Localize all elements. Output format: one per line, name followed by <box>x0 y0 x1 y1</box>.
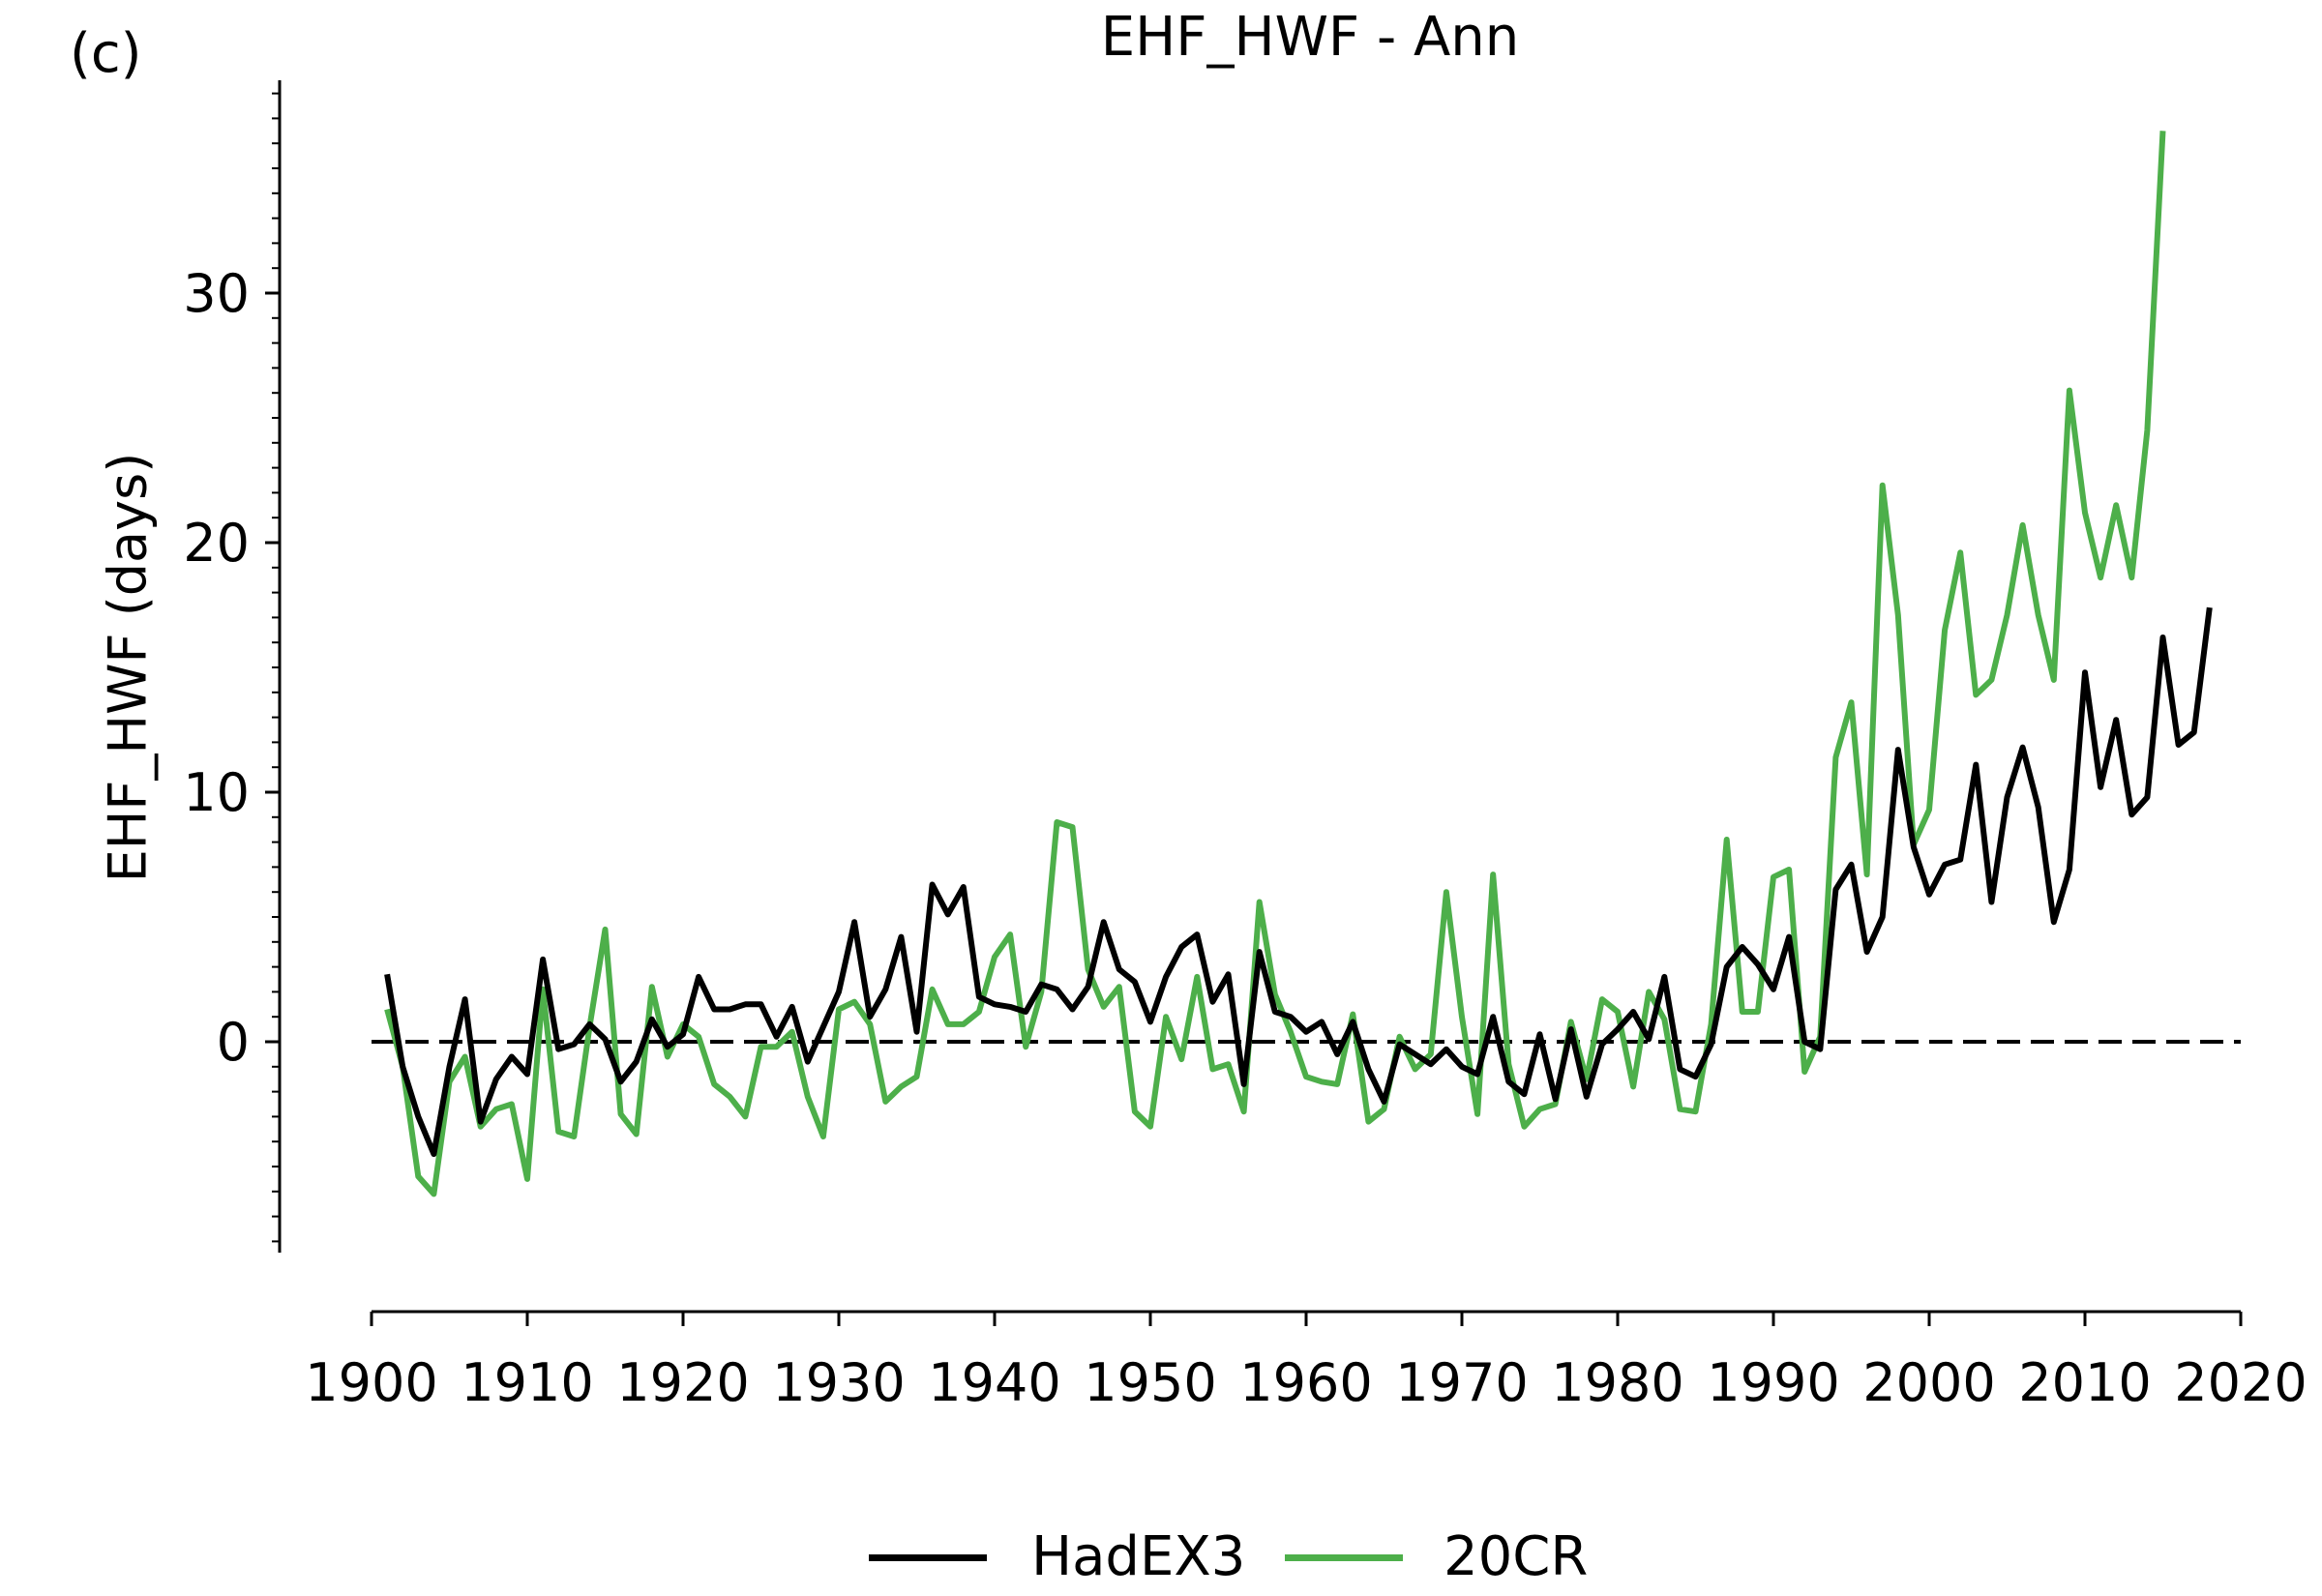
x-tick-label: 1920 <box>616 1352 749 1413</box>
y-axis <box>265 80 282 1253</box>
y-tick-label: 0 <box>217 1012 250 1073</box>
x-tick-label: 2000 <box>1862 1352 1995 1413</box>
x-tick-label: 1980 <box>1551 1352 1683 1413</box>
legend-label-hadex3: HadEX3 <box>1031 1525 1246 1588</box>
x-tick-label: 1950 <box>1084 1352 1216 1413</box>
series-line-20cr <box>384 131 2166 1197</box>
y-tick-label: 30 <box>183 263 250 324</box>
x-tick-label: 1990 <box>1707 1352 1839 1413</box>
y-tick-label: 20 <box>183 513 250 574</box>
legend-swatch-hadex3 <box>869 1554 987 1561</box>
chart-title: EHF_HWF - Ann <box>1100 6 1520 69</box>
x-tick-label: 2010 <box>2018 1352 2151 1413</box>
x-tick-label: 1960 <box>1239 1352 1372 1413</box>
x-tick-label: 1910 <box>461 1352 593 1413</box>
x-tick-label: 1900 <box>305 1352 437 1413</box>
legend-swatch-20cr <box>1285 1554 1403 1561</box>
x-tick-label: 1970 <box>1395 1352 1528 1413</box>
panel-label: (c) <box>70 22 142 85</box>
x-tick-label: 1940 <box>928 1352 1060 1413</box>
y-tick-labels: 0 10 20 30 <box>183 263 250 1073</box>
series-line-hadex3 <box>384 606 2213 1158</box>
legend: HadEX3 20CR <box>0 1523 2322 1591</box>
y-tick-label: 10 <box>183 762 250 823</box>
legend-label-20cr: 20CR <box>1444 1525 1589 1588</box>
x-tick-label: 1930 <box>772 1352 905 1413</box>
series-lines <box>384 131 2213 1197</box>
x-tick-labels: 1900 1910 1920 1930 1940 1950 1960 1970 1980 1990… <box>305 1352 2307 1413</box>
x-axis <box>370 1310 2243 1326</box>
y-axis-label: EHF_HWF (days) <box>97 452 159 883</box>
x-tick-label: 2020 <box>2174 1352 2307 1413</box>
